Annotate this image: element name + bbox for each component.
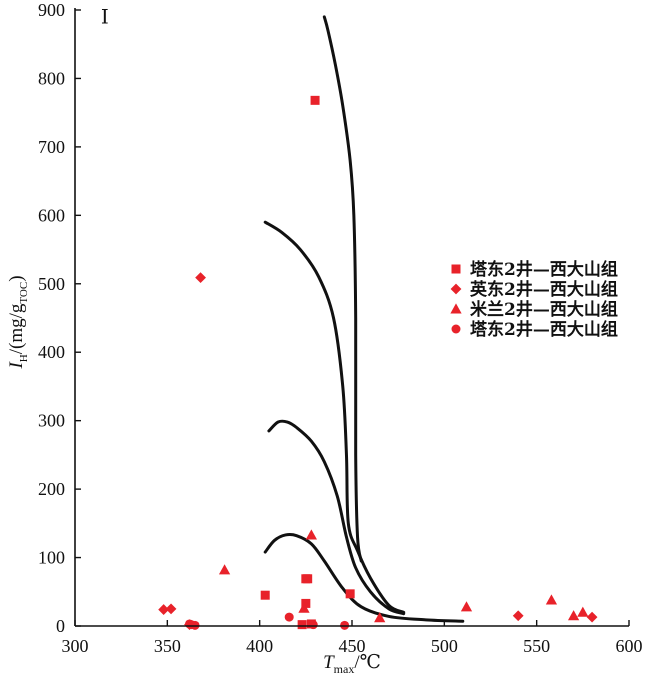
x-axis-label-unit: /℃: [354, 652, 381, 673]
y-tick-label: 300: [38, 411, 65, 431]
legend-marker-circle: [451, 324, 461, 334]
legend-label: 塔东2井—西大山组: [470, 259, 618, 280]
y-tick-label: 600: [38, 205, 65, 225]
data-point-square: [310, 95, 320, 105]
data-point-circle: [284, 612, 294, 622]
data-point-triangle: [577, 606, 589, 617]
data-point-diamond: [512, 610, 524, 622]
data-point-square: [303, 574, 313, 584]
legend-label: 米兰2井—西大山组: [470, 299, 618, 320]
x-tick-label: 400: [246, 636, 273, 656]
data-point-square: [260, 590, 270, 600]
y-tick-label: 100: [38, 548, 65, 568]
y-tick-label: 200: [38, 479, 65, 499]
y-tick-label: 0: [56, 616, 65, 636]
x-tick-label: 500: [431, 636, 458, 656]
type-curve-4: [263, 532, 465, 623]
data-point-square: [345, 589, 355, 599]
type-curve-3: [267, 419, 406, 616]
x-tick-label: 600: [616, 636, 643, 656]
x-axis-label-sub: max: [334, 662, 355, 676]
x-axis-label-main: T: [323, 652, 335, 673]
data-point-diamond: [165, 603, 177, 615]
y-tick-label: 500: [38, 274, 65, 294]
y-tick-label: 900: [38, 0, 65, 20]
data-point-diamond: [195, 272, 206, 284]
data-point-diamond: [158, 604, 170, 615]
data-point-diamond: [586, 611, 598, 623]
data-point-triangle: [298, 602, 310, 613]
curves-layer: [263, 15, 465, 623]
legend-marker-triangle: [450, 303, 462, 314]
y-axis-label-close: ): [6, 275, 27, 281]
y-axis-label: IH/(mg/gTOC): [6, 275, 30, 369]
ticks-layer: 300 350 400 450 500 550 600 0 100 200 300 400 500 600…: [38, 0, 643, 656]
legend-marker-square: [451, 264, 461, 274]
legend-marker-diamond: [450, 283, 462, 295]
y-tick-label: 800: [38, 68, 65, 88]
data-point-square: [301, 598, 311, 608]
type-curve-2: [263, 220, 406, 614]
data-point-triangle: [545, 594, 558, 605]
points-layer: [158, 95, 598, 631]
x-tick-label: 350: [154, 636, 181, 656]
y-tick-label: 700: [38, 137, 65, 157]
x-tick-label: 450: [339, 636, 366, 656]
data-point-triangle: [460, 601, 473, 612]
curve-labels-layer: ⅠⅡ1Ⅱ2Ⅲ: [101, 7, 109, 29]
curve-label-1: Ⅰ: [101, 7, 109, 29]
legend-label: 塔东2井—西大山组: [470, 319, 618, 340]
x-tick-label: 550: [523, 636, 550, 656]
y-axis-label-main: I: [6, 361, 27, 370]
data-point-square: [297, 620, 307, 630]
data-point-triangle: [567, 610, 580, 621]
x-tick-label: 300: [62, 636, 89, 656]
type-curve-1: [322, 15, 363, 563]
x-axis-label: Tmax/℃: [323, 652, 381, 676]
legend-label: 英东2井—西大山组: [470, 279, 618, 300]
data-point-circle: [308, 620, 318, 630]
data-point-triangle: [218, 564, 231, 575]
y-axis-label-sub: H: [18, 354, 30, 362]
y-axis-label-unit: /(mg/g: [6, 303, 27, 354]
y-tick-label: 400: [38, 342, 65, 362]
data-point-triangle: [305, 529, 317, 540]
y-axis-label-unit-sub: TOC: [18, 282, 30, 304]
data-point-triangle: [374, 612, 386, 623]
